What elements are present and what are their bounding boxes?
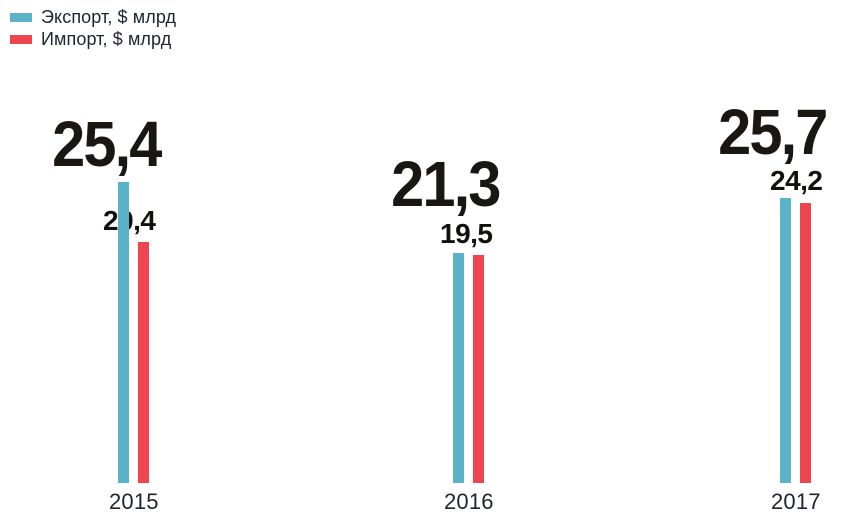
legend-swatch-import [10, 34, 32, 44]
x-axis-label-2017: 2017 [771, 489, 821, 514]
bar-group-2015: 25,4 20,4 2015 [52, 0, 220, 519]
bar-export-2017 [780, 198, 791, 483]
bar-import-2015 [138, 242, 149, 483]
bar-import-2017 [800, 203, 811, 483]
legend-item-export: Экспорт, $ млрд [10, 6, 176, 28]
bar-export-2016 [453, 253, 464, 483]
value-label-import-2015: 20,4 [103, 205, 156, 236]
value-label-import-2016: 19,5 [440, 218, 493, 249]
legend-swatch-export [10, 12, 32, 22]
bar-group-2016: 21,3 19,5 2016 [391, 0, 555, 519]
bars-2015 [100, 36, 220, 483]
value-label-export-2015: 25,4 [52, 108, 162, 180]
bars-2017 [762, 36, 866, 483]
bar-import-2016 [473, 255, 484, 483]
legend-label-export: Экспорт, $ млрд [41, 6, 177, 27]
bar-export-2015 [118, 182, 129, 483]
legend-label-import: Импорт, $ млрд [41, 28, 172, 49]
legend-item-import: Импорт, $ млрд [10, 28, 176, 50]
bars-2016 [435, 36, 555, 483]
value-label-export-2016: 21,3 [391, 148, 501, 220]
value-label-import-2017: 24,2 [770, 165, 823, 196]
x-axis-label-2016: 2016 [444, 489, 494, 514]
value-label-export-2017: 25,7 [718, 96, 828, 168]
x-axis-label-2015: 2015 [109, 489, 159, 514]
bar-group-2017: 25,7 24,2 2017 [718, 0, 866, 519]
chart-legend: Экспорт, $ млрд Импорт, $ млрд [10, 6, 176, 50]
